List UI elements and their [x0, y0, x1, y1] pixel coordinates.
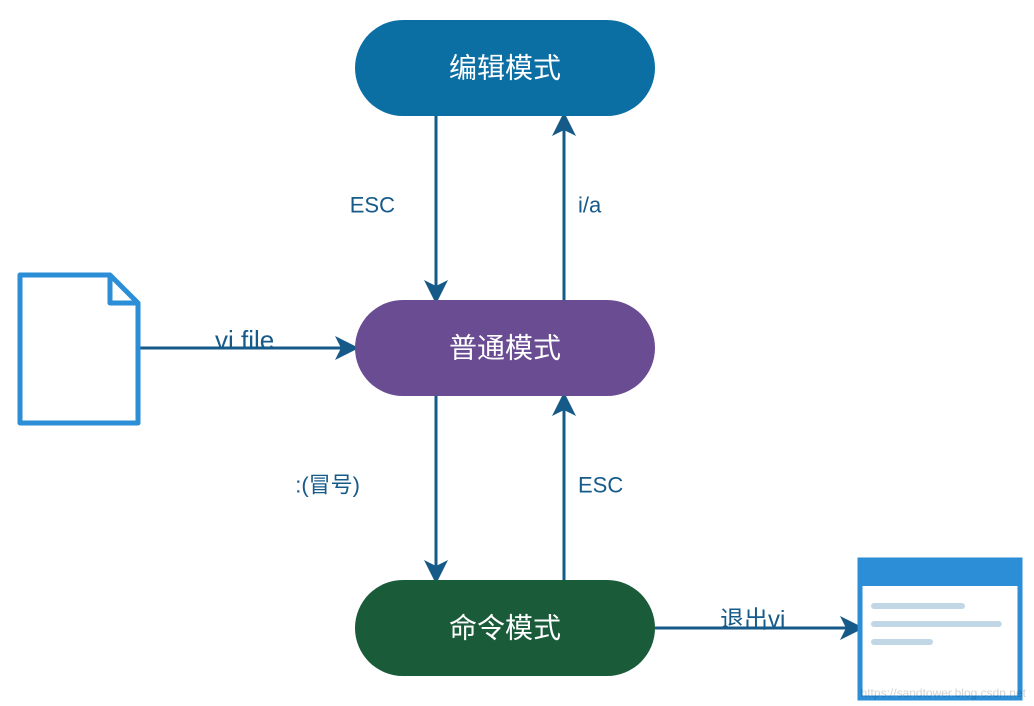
- edge-label-edit_to_normal: ESC: [350, 193, 395, 218]
- node-label-normal_mode: 普通模式: [449, 333, 561, 364]
- node-label-command_mode: 命令模式: [449, 613, 561, 644]
- node-file_icon: [20, 275, 138, 423]
- edge-normal_to_edit: i/a: [564, 116, 602, 300]
- node-window_icon: [860, 560, 1020, 698]
- edge-normal_to_command: :(冒号): [295, 396, 436, 580]
- node-command_mode: 命令模式: [355, 580, 655, 676]
- edge-label-command_to_normal: ESC: [578, 473, 623, 498]
- watermark-text: https://sandtower.blog.csdn.net: [861, 686, 1026, 700]
- edge-label-file_to_normal: vi file: [215, 325, 274, 355]
- node-label-edit_mode: 编辑模式: [449, 53, 561, 84]
- edge-label-normal_to_command: :(冒号): [295, 473, 360, 498]
- edge-file_to_normal: vi file: [138, 325, 355, 355]
- edge-command_to_window: 退出vi: [655, 607, 860, 634]
- vi-modes-flowchart: ESC i/a :(冒号) ESC vi file 退出vi 编辑模式普通模式命令模式: [0, 0, 1034, 706]
- node-normal_mode: 普通模式: [355, 300, 655, 396]
- edge-label-normal_to_edit: i/a: [578, 193, 602, 218]
- edge-label-command_to_window: 退出vi: [720, 607, 785, 634]
- edge-edit_to_normal: ESC: [350, 116, 436, 300]
- node-edit_mode: 编辑模式: [355, 20, 655, 116]
- edge-command_to_normal: ESC: [564, 396, 623, 580]
